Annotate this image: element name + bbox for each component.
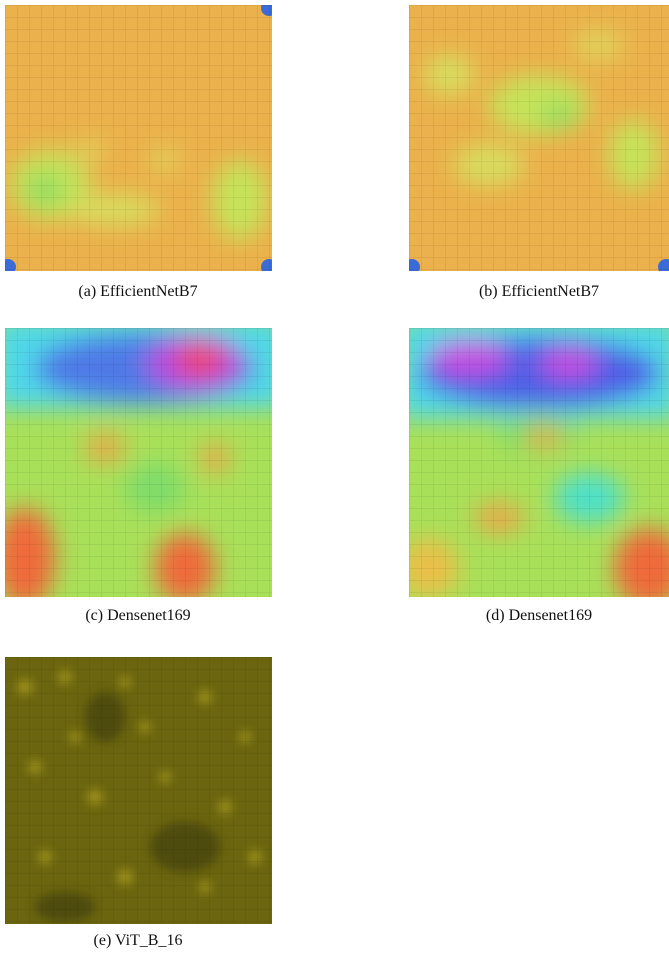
heatmap-image <box>5 328 272 597</box>
heatmap-image <box>5 5 272 271</box>
heatmap-image <box>409 328 669 597</box>
caption: (e) ViT_B_16 <box>93 932 183 949</box>
heatmap-image <box>5 657 272 924</box>
caption: (b) EfficientNetB7 <box>478 283 600 300</box>
caption: (d) Densenet169 <box>485 607 593 624</box>
caption: (a) EfficientNetB7 <box>78 283 198 300</box>
heatmap-image <box>409 5 669 271</box>
caption: (c) Densenet169 <box>85 607 191 624</box>
